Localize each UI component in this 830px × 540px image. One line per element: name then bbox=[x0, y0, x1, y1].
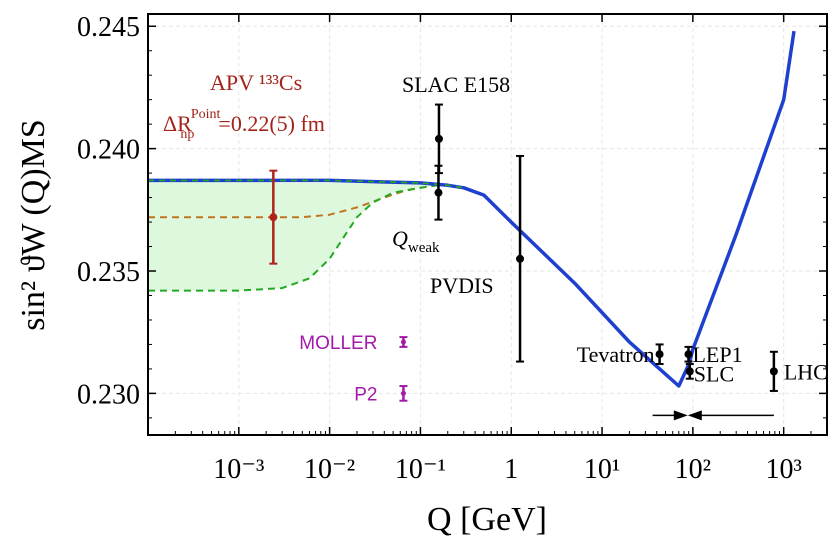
curve-green-dashed bbox=[148, 184, 448, 292]
apv-sup: Point bbox=[191, 107, 221, 122]
marker bbox=[684, 350, 693, 359]
point-lep1: LEP1 bbox=[684, 342, 743, 367]
qweak-main: Q bbox=[392, 226, 408, 251]
marker bbox=[400, 390, 406, 396]
point-label-pvdis: PVDIS bbox=[430, 273, 494, 298]
x-tick-label: 10⁻² bbox=[304, 454, 355, 485]
y-tick-label: 0.245 bbox=[77, 12, 140, 43]
band-layer bbox=[148, 180, 448, 291]
arrow-left-head bbox=[673, 410, 688, 421]
point-tevatron: Tevatron bbox=[577, 342, 664, 367]
point-lhc: LHC bbox=[769, 350, 828, 392]
plot-frame bbox=[147, 13, 828, 436]
curve-sm-running-blue- bbox=[148, 30, 796, 388]
point-label-lhc: LHC bbox=[784, 359, 828, 384]
point-apv-cs bbox=[269, 169, 278, 265]
point-slac-e158: SLAC E158 bbox=[402, 72, 510, 175]
arrow-right-head bbox=[687, 410, 702, 421]
annotation-layer: APV ¹³³Cs ΔRPoint np =0.22(5) fm Qweak bbox=[163, 70, 774, 421]
curve-upper-dashed-overlay bbox=[148, 179, 464, 189]
apv-label: APV ¹³³Cs bbox=[210, 70, 302, 95]
x-tick-label: 10⁻¹ bbox=[395, 454, 446, 485]
x-tick-label: 10² bbox=[675, 454, 711, 485]
y-tick-label: 0.230 bbox=[77, 379, 140, 410]
point-slc: SLC bbox=[685, 361, 734, 386]
x-tick-label: 1 bbox=[504, 454, 518, 485]
axes bbox=[147, 13, 828, 436]
marker bbox=[769, 367, 778, 376]
marker bbox=[516, 254, 525, 263]
x-tick-label: 10³ bbox=[765, 454, 801, 485]
marker bbox=[685, 367, 694, 376]
apv-delta: ΔR bbox=[163, 111, 192, 136]
marker bbox=[434, 134, 443, 143]
qweak-label: Qweak bbox=[392, 226, 440, 256]
x-tick-label: 10⁻³ bbox=[213, 454, 264, 485]
marker bbox=[269, 213, 278, 222]
point-label-lep1: LEP1 bbox=[692, 342, 742, 367]
marker bbox=[655, 350, 664, 359]
x-axis-title: Q [GeV] bbox=[427, 501, 547, 538]
marker bbox=[434, 188, 443, 197]
y-tick-label: 0.235 bbox=[77, 257, 140, 288]
point-moller: MOLLER bbox=[299, 333, 408, 354]
point-pvdis: PVDIS bbox=[430, 154, 525, 363]
point-label-slc: SLC bbox=[694, 361, 734, 386]
x-tick-label: 10¹ bbox=[584, 454, 620, 485]
green-band bbox=[148, 180, 448, 291]
y-axis-title: sin² ϑW (Q)MS bbox=[15, 119, 52, 331]
apv-radius-label: ΔRPoint np =0.22(5) fm bbox=[163, 107, 325, 142]
marker bbox=[400, 339, 406, 345]
ticks: 10⁻³ 10⁻² 10⁻¹ 1 10¹ 10² 10³ 0.230 0.235 0.240 0.2… bbox=[77, 12, 827, 485]
point-label-p2: P2 bbox=[354, 384, 377, 405]
point-label-tevatron: Tevatron bbox=[577, 342, 655, 367]
apv-sub: np bbox=[180, 127, 194, 142]
qweak-sub: weak bbox=[408, 240, 440, 256]
point-p2: P2 bbox=[354, 384, 408, 405]
point-label-slac-e158: SLAC E158 bbox=[402, 72, 510, 97]
point-q-weak bbox=[434, 164, 443, 221]
point-label-moller: MOLLER bbox=[299, 333, 377, 354]
apv-value: =0.22(5) fm bbox=[218, 111, 325, 136]
y-tick-label: 0.240 bbox=[77, 135, 140, 166]
